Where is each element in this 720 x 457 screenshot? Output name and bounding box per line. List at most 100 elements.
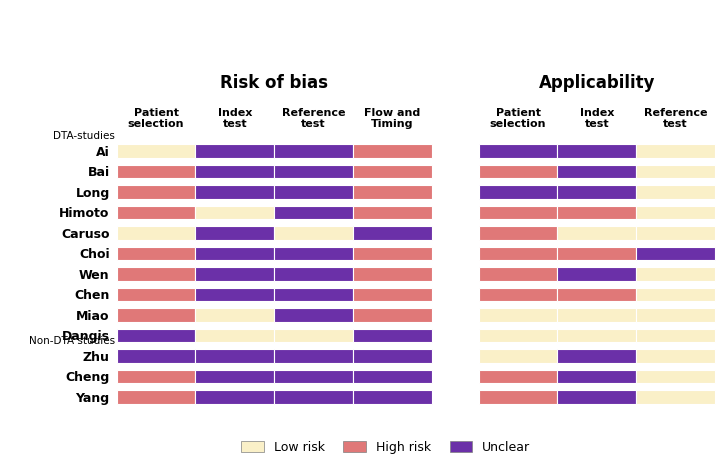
Bar (195, 226, 274, 239)
Bar (557, 329, 636, 342)
Bar (636, 206, 715, 219)
Bar (557, 226, 636, 239)
Bar (274, 165, 353, 178)
Bar (353, 329, 431, 342)
Bar (274, 206, 353, 219)
Bar (636, 226, 715, 239)
Bar (274, 329, 353, 342)
Text: Non-DTA studies: Non-DTA studies (29, 336, 115, 346)
Bar (117, 308, 195, 322)
Bar (636, 288, 715, 301)
Bar (195, 206, 274, 219)
Text: Applicability: Applicability (539, 74, 655, 91)
Bar (274, 308, 353, 322)
Bar (557, 247, 636, 260)
Bar (479, 308, 557, 322)
Bar (636, 186, 715, 199)
Bar (117, 226, 195, 239)
Bar (479, 288, 557, 301)
Bar (195, 390, 274, 404)
Text: Index
test: Index test (580, 108, 614, 129)
Bar (557, 144, 636, 158)
Bar (274, 370, 353, 383)
Bar (353, 247, 431, 260)
Bar (195, 288, 274, 301)
Bar (353, 226, 431, 239)
Bar (117, 349, 195, 362)
Bar (195, 329, 274, 342)
Bar (195, 267, 274, 281)
Bar (353, 308, 431, 322)
Bar (557, 370, 636, 383)
Bar (274, 186, 353, 199)
Text: Reference
test: Reference test (644, 108, 707, 129)
Bar (636, 349, 715, 362)
Bar (636, 144, 715, 158)
Bar (557, 349, 636, 362)
Bar (479, 144, 557, 158)
Bar (479, 349, 557, 362)
Text: Risk of bias: Risk of bias (220, 74, 328, 91)
Text: Index
test: Index test (217, 108, 252, 129)
Bar (636, 247, 715, 260)
Bar (353, 349, 431, 362)
Bar (195, 144, 274, 158)
Bar (117, 247, 195, 260)
Bar (274, 288, 353, 301)
Bar (353, 267, 431, 281)
Bar (353, 144, 431, 158)
Bar (195, 370, 274, 383)
Bar (636, 267, 715, 281)
Bar (479, 226, 557, 239)
Bar (479, 206, 557, 219)
Bar (195, 165, 274, 178)
Bar (557, 186, 636, 199)
Bar (353, 206, 431, 219)
Bar (274, 226, 353, 239)
Bar (353, 186, 431, 199)
Bar (195, 308, 274, 322)
Bar (636, 308, 715, 322)
Bar (117, 144, 195, 158)
Bar (274, 349, 353, 362)
Bar (353, 288, 431, 301)
Bar (557, 267, 636, 281)
Bar (479, 165, 557, 178)
Bar (195, 349, 274, 362)
Bar (117, 329, 195, 342)
Bar (479, 247, 557, 260)
Text: Patient
selection: Patient selection (490, 108, 546, 129)
Bar (636, 390, 715, 404)
Bar (353, 390, 431, 404)
Bar (117, 186, 195, 199)
Bar (117, 165, 195, 178)
Bar (195, 247, 274, 260)
Bar (117, 267, 195, 281)
Bar (274, 390, 353, 404)
Bar (557, 390, 636, 404)
Bar (479, 370, 557, 383)
Bar (117, 206, 195, 219)
Bar (557, 288, 636, 301)
Bar (117, 390, 195, 404)
Bar (195, 186, 274, 199)
Bar (636, 165, 715, 178)
Bar (117, 370, 195, 383)
Bar (479, 390, 557, 404)
Bar (353, 165, 431, 178)
Text: Flow and
Timing: Flow and Timing (364, 108, 420, 129)
Bar (557, 206, 636, 219)
Bar (274, 144, 353, 158)
Text: DTA-studies: DTA-studies (53, 131, 115, 141)
Bar (353, 370, 431, 383)
Legend: Low risk, High risk, Unclear: Low risk, High risk, Unclear (236, 436, 536, 457)
Bar (274, 247, 353, 260)
Text: Reference
test: Reference test (282, 108, 346, 129)
Bar (479, 267, 557, 281)
Bar (117, 288, 195, 301)
Bar (636, 329, 715, 342)
Bar (557, 165, 636, 178)
Bar (479, 329, 557, 342)
Bar (479, 186, 557, 199)
Bar (274, 267, 353, 281)
